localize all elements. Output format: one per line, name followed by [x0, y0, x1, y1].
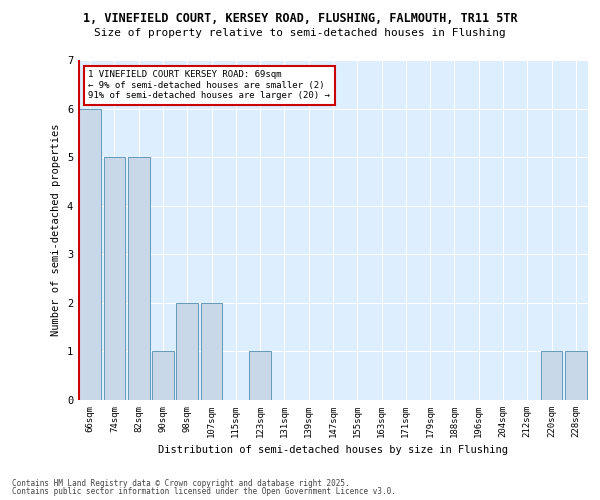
- Bar: [104, 157, 125, 400]
- Bar: [565, 352, 587, 400]
- Text: 1, VINEFIELD COURT, KERSEY ROAD, FLUSHING, FALMOUTH, TR11 5TR: 1, VINEFIELD COURT, KERSEY ROAD, FLUSHIN…: [83, 12, 517, 26]
- Bar: [128, 157, 149, 400]
- Bar: [200, 303, 223, 400]
- Bar: [249, 352, 271, 400]
- Bar: [79, 108, 101, 400]
- Text: 1 VINEFIELD COURT KERSEY ROAD: 69sqm
← 9% of semi-detached houses are smaller (2: 1 VINEFIELD COURT KERSEY ROAD: 69sqm ← 9…: [88, 70, 330, 100]
- Bar: [541, 352, 562, 400]
- Text: Size of property relative to semi-detached houses in Flushing: Size of property relative to semi-detach…: [94, 28, 506, 38]
- Text: Contains HM Land Registry data © Crown copyright and database right 2025.: Contains HM Land Registry data © Crown c…: [12, 478, 350, 488]
- X-axis label: Distribution of semi-detached houses by size in Flushing: Distribution of semi-detached houses by …: [158, 446, 508, 456]
- Y-axis label: Number of semi-detached properties: Number of semi-detached properties: [52, 124, 61, 336]
- Text: Contains public sector information licensed under the Open Government Licence v3: Contains public sector information licen…: [12, 487, 396, 496]
- Bar: [152, 352, 174, 400]
- Bar: [176, 303, 198, 400]
